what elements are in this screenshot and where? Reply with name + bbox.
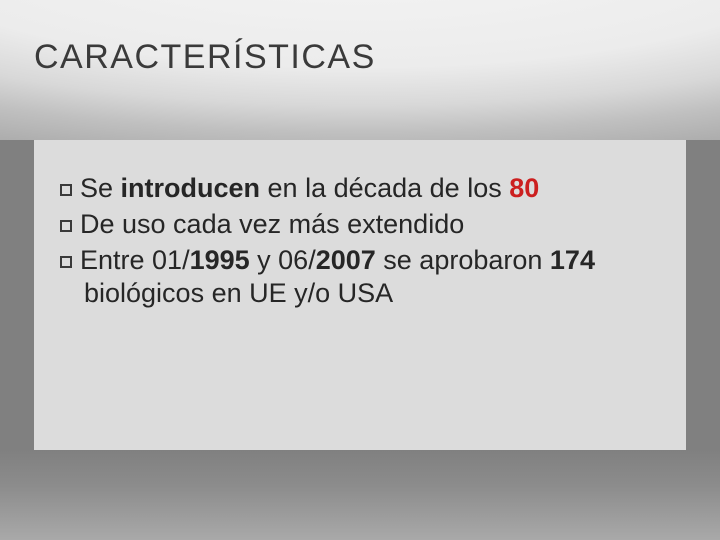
bullet-text-run: y 06/: [250, 245, 316, 275]
bullet-item: Se introducen en la década de los 80: [60, 172, 660, 206]
slide-container: CARACTERÍSTICAS Se introducen en la déca…: [0, 0, 720, 540]
bullet-text-run: introducen: [121, 173, 261, 203]
bullet-text-run: De uso cada vez más extendido: [80, 209, 464, 239]
content-box: Se introducen en la década de los 80De u…: [34, 140, 686, 450]
bullet-text-run: Se: [80, 173, 121, 203]
bullet-text-run: biológicos en UE y/o USA: [84, 278, 393, 308]
bullet-text-run: se aprobaron: [376, 245, 550, 275]
bullet-item: De uso cada vez más extendido: [60, 208, 660, 242]
bullet-item: Entre 01/1995 y 06/2007 se aprobaron 174…: [60, 244, 660, 312]
bullet-list: Se introducen en la década de los 80De u…: [60, 172, 660, 311]
bullet-text-run: 2007: [316, 245, 376, 275]
bullet-text-run: 174: [550, 245, 595, 275]
square-bullet-icon: [60, 220, 72, 232]
bullet-text-run: 1995: [190, 245, 250, 275]
bullet-text-run: 80: [509, 173, 539, 203]
square-bullet-icon: [60, 256, 72, 268]
bottom-gradient-band: [0, 450, 720, 540]
slide-title: CARACTERÍSTICAS: [34, 38, 376, 77]
bullet-text-run: en la década de los: [260, 173, 509, 203]
square-bullet-icon: [60, 184, 72, 196]
bullet-text-run: Entre 01/: [80, 245, 190, 275]
